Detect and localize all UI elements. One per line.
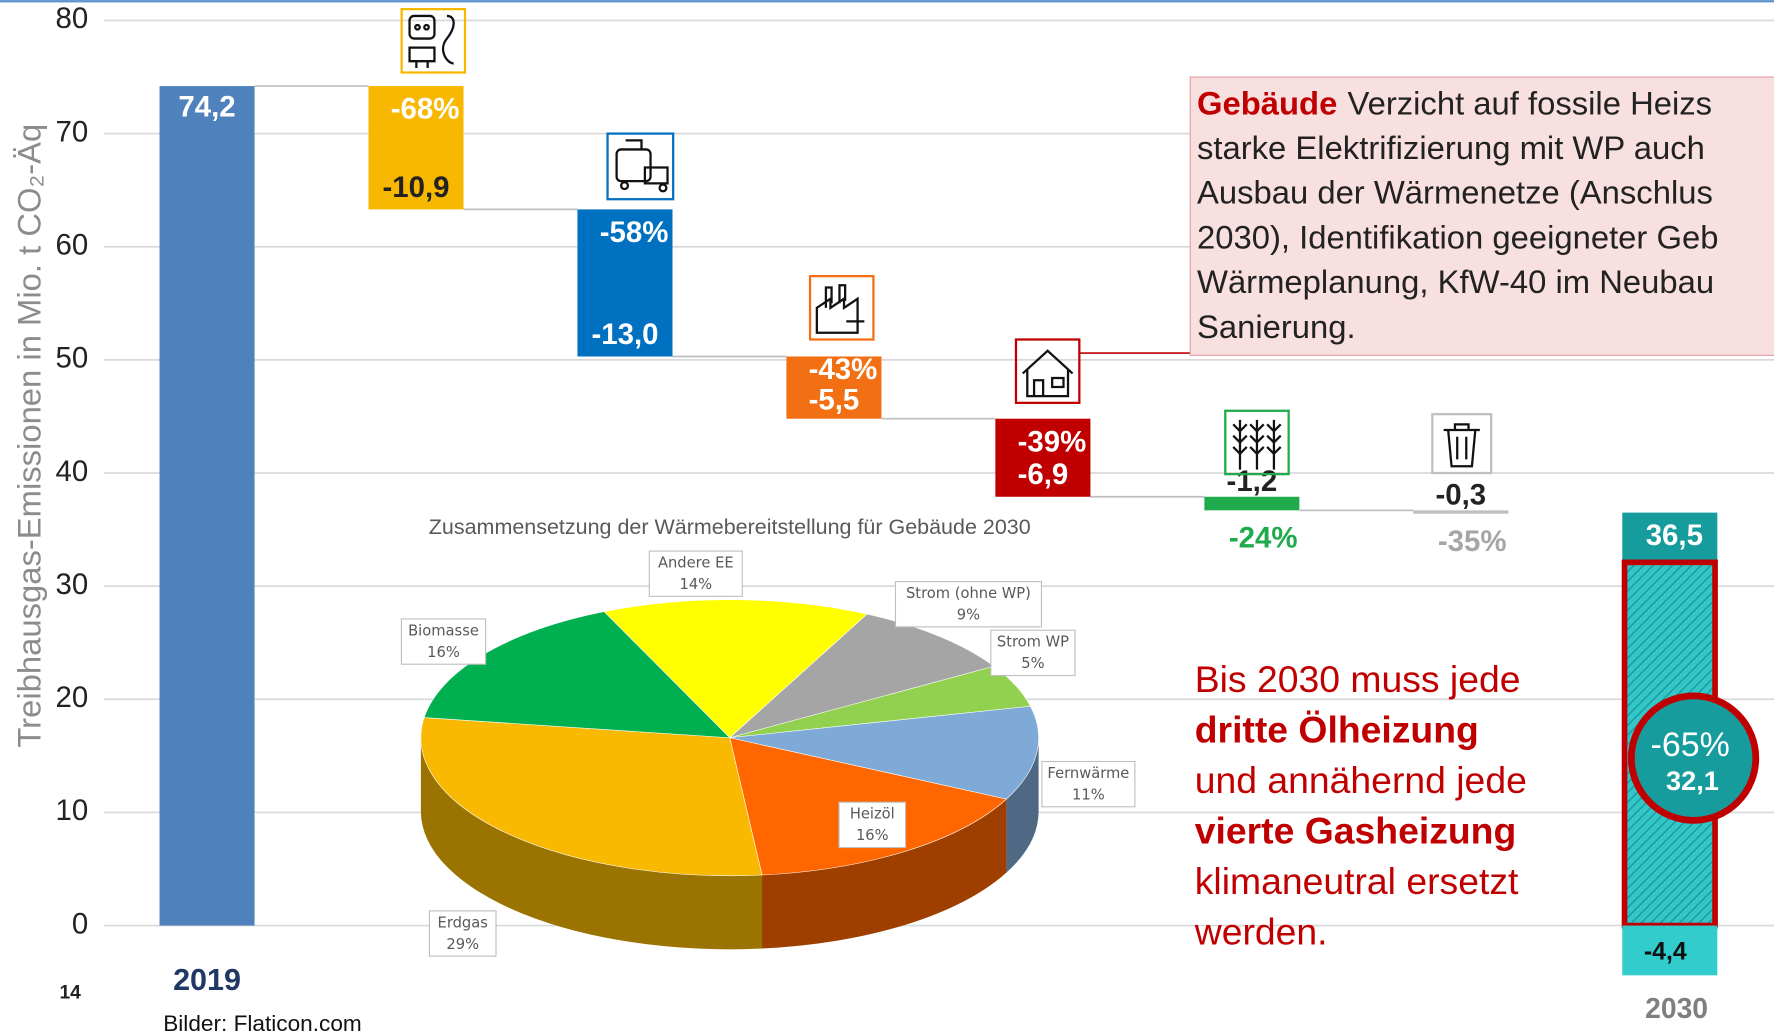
pie-label: Biomasse xyxy=(408,622,479,639)
icons xyxy=(400,8,1493,476)
value-label: 74,2 xyxy=(178,90,235,123)
building-line: Sanierung. xyxy=(1197,308,1356,345)
pie-value-label: 14% xyxy=(679,576,712,593)
icon-traffic xyxy=(606,132,675,201)
y-tick-label: 0 xyxy=(72,907,88,940)
callout-line: werden. xyxy=(1194,910,1328,952)
building-line: Ausbau der Wärmenetze (Anschlus xyxy=(1197,174,1713,211)
y-tick-label: 70 xyxy=(56,115,89,148)
target-circle xyxy=(1627,692,1760,824)
pie-side xyxy=(420,737,763,950)
y-tick-label: 80 xyxy=(56,2,89,35)
bar xyxy=(1413,510,1509,514)
y-tick-label: 40 xyxy=(56,455,89,488)
pie-slice xyxy=(729,613,995,739)
pie-label-box xyxy=(428,910,497,957)
percent-label: -65% xyxy=(1651,726,1730,764)
value-label: -0,3 xyxy=(1435,479,1486,512)
pie-label-box xyxy=(838,801,907,849)
percent-label: -24% xyxy=(1229,522,1298,555)
value-label: 36,5 xyxy=(1646,519,1703,552)
pie-label-box xyxy=(1041,760,1136,808)
callout-line: und annähernd jede xyxy=(1195,759,1527,801)
icon-wheat xyxy=(1224,409,1290,476)
callout-line: dritte Ölheizung xyxy=(1195,709,1479,751)
building-line: 2030), Identifikation geeigneter Geb xyxy=(1197,218,1718,255)
pie-value-label: 11% xyxy=(1072,786,1105,803)
icon-plug xyxy=(400,8,467,74)
pie-slice xyxy=(603,599,868,739)
value-label: -13,0 xyxy=(591,318,658,351)
pie-label: Strom WP xyxy=(997,634,1069,651)
bar xyxy=(1204,496,1300,511)
icon-trash xyxy=(1431,413,1493,475)
percent-label: -39% xyxy=(1018,425,1087,458)
pie-side xyxy=(1006,737,1039,873)
callout: Bis 2030 muss jede dritte Ölheizung und an… xyxy=(1194,658,1527,952)
pie-label: Heizöl xyxy=(850,806,895,823)
building-line: Gebäude Verzicht auf fossile Heizs xyxy=(1197,84,1712,121)
bar xyxy=(159,86,255,926)
pie-value-label: 16% xyxy=(856,827,889,844)
negative-bar xyxy=(1622,925,1718,976)
bar xyxy=(786,356,882,419)
pie-label-box xyxy=(400,618,487,665)
y-tick-label: 50 xyxy=(56,342,89,375)
footer: Bilder: Flaticon.com xyxy=(163,1011,362,1032)
callout-line: vierte Gasheizung xyxy=(1195,810,1517,852)
callout-line: Bis 2030 muss jede xyxy=(1195,658,1521,700)
percent-label: -35% xyxy=(1438,525,1507,558)
building-line: starke Elektrifizierung mit WP auch xyxy=(1197,129,1705,166)
pie-label-box xyxy=(894,581,1042,628)
pie-slice xyxy=(729,705,1039,800)
y-tick-label: 30 xyxy=(56,568,89,601)
pie-label: Erdgas xyxy=(438,914,488,931)
pie-chart: Zusammensetzung der Wärmebereitstellung … xyxy=(400,515,1136,957)
page-number: 14 xyxy=(59,983,81,1004)
y-tick-label: 10 xyxy=(56,794,89,827)
bar xyxy=(995,418,1091,497)
pie-value-label: 5% xyxy=(1021,655,1044,672)
pie-slice xyxy=(420,717,763,877)
pie-value-label: 29% xyxy=(446,936,479,953)
pie-label: Strom (ohne WP) xyxy=(906,585,1031,602)
bar xyxy=(577,209,673,357)
callout-line: klimaneutral ersetzt xyxy=(1195,860,1519,902)
pie-label-box xyxy=(990,629,1076,677)
pie-value-label: 9% xyxy=(957,607,980,624)
building-line: Wärmeplanung, KfW-40 im Neubau xyxy=(1197,263,1714,300)
building-box xyxy=(1189,76,1774,356)
pie-label: Fernwärme xyxy=(1047,765,1129,782)
y-axis-label: Treibhausgas-Emissionen in Mio. t CO₂-Äq xyxy=(10,124,47,748)
y-tick-label: 60 xyxy=(56,228,89,261)
y-tick-label: 20 xyxy=(56,681,89,714)
value-label: -5,5 xyxy=(809,383,860,416)
pie-title: Zusammensetzung der Wärmebereitstellung … xyxy=(429,515,1031,539)
waterfall: 74,22019-68%-10,9-58%-13,0-43%-5,5-39%-6… xyxy=(159,85,1760,1024)
building-heading: Gebäude xyxy=(1197,84,1337,121)
pie-label-box xyxy=(648,550,743,597)
building-text: Gebäude Verzicht auf fossile Heizs starke … xyxy=(1197,84,1718,345)
percent-label: -58% xyxy=(600,216,669,249)
building-text: Verzicht auf fossile Heizs xyxy=(1348,84,1713,121)
value-label: -10,9 xyxy=(382,171,449,204)
icon-factory xyxy=(808,275,875,341)
x-tick-label: 2019 xyxy=(173,963,241,997)
percent-label: -68% xyxy=(391,93,460,126)
icon-house xyxy=(1014,338,1081,404)
value-label: 32,1 xyxy=(1666,765,1719,796)
value-label: -4,4 xyxy=(1644,937,1687,965)
pie-side xyxy=(762,799,1007,949)
value-label: -1,2 xyxy=(1227,465,1278,498)
pie-value-label: 16% xyxy=(427,644,460,661)
pie-label: Andere EE xyxy=(658,555,734,572)
value-label: -6,9 xyxy=(1018,458,1069,491)
percent-label: -43% xyxy=(809,353,878,386)
bar xyxy=(368,86,464,210)
x-tick-label: 2030 xyxy=(1645,992,1708,1024)
